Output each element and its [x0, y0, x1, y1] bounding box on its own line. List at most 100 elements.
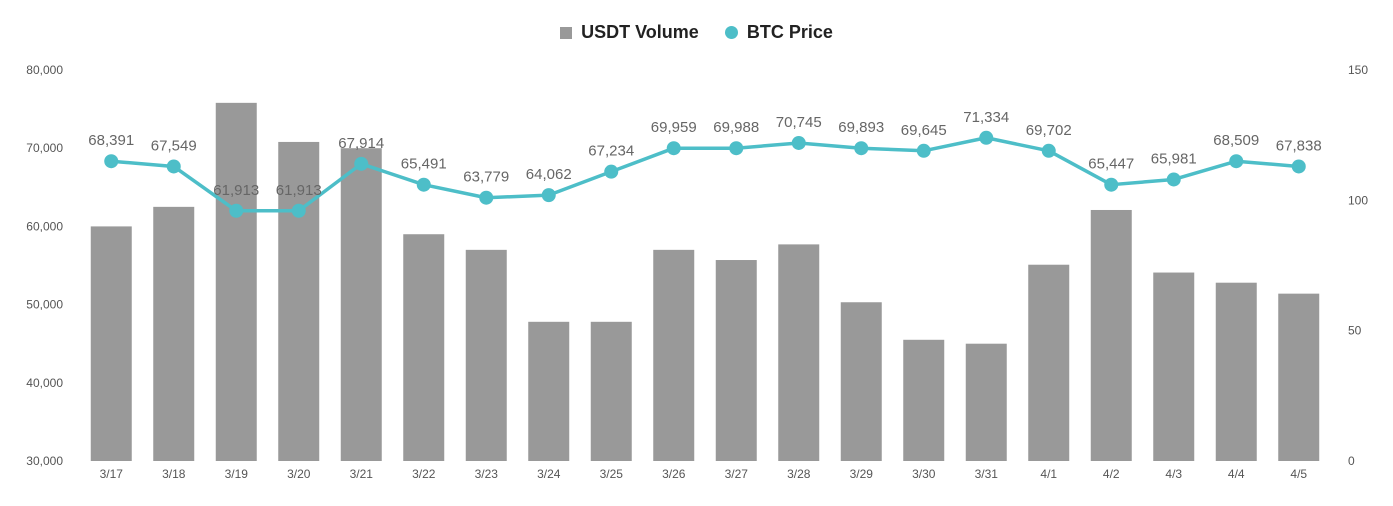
x-tick-label: 3/30: [912, 467, 936, 481]
btc-price-point-3-17: [104, 154, 119, 169]
bar-4-1: [1028, 264, 1070, 461]
btc-price-data-label: 67,234: [588, 143, 634, 160]
x-tick-label: 4/3: [1165, 467, 1182, 481]
btc-price-data-label: 67,914: [338, 135, 384, 152]
bar-3-22: [403, 234, 445, 461]
y-left-tick-label: 50,000: [26, 298, 63, 312]
x-tick-label: 3/28: [787, 467, 811, 481]
btc-price-point-3-27: [729, 141, 744, 156]
btc-price-data-label: 70,745: [776, 114, 822, 131]
y-right-tick-label: 0: [1348, 454, 1355, 468]
btc-price-point-3-24: [541, 188, 556, 203]
y-left-tick-label: 30,000: [26, 454, 63, 468]
btc-price-data-label: 63,779: [463, 169, 509, 186]
x-tick-label: 3/22: [412, 467, 436, 481]
x-tick-label: 3/31: [975, 467, 999, 481]
btc-price-data-label: 65,447: [1088, 156, 1134, 173]
btc-price-data-label: 71,334: [963, 109, 1009, 126]
y-right-tick-label: 100: [1348, 193, 1368, 207]
btc-price-point-4-3: [1166, 172, 1181, 187]
btc-price-data-label: 61,913: [276, 182, 322, 199]
bar-swatch-icon: [560, 26, 573, 39]
x-tick-label: 3/18: [162, 467, 186, 481]
btc-price-point-3-18: [166, 159, 181, 174]
btc-price-point-4-4: [1229, 154, 1244, 169]
dot-swatch-icon: [724, 26, 738, 39]
y-left-tick-label: 80,000: [26, 63, 63, 77]
btc-price-point-3-20: [291, 203, 306, 218]
bar-3-17: [90, 226, 132, 461]
bar-4-4: [1215, 282, 1257, 461]
x-tick-label: 4/5: [1290, 467, 1307, 481]
legend: USDT Volume BTC Price: [0, 22, 1393, 43]
bar-3-28: [778, 244, 820, 461]
bar-4-2: [1090, 209, 1132, 461]
btc-price-data-label: 69,702: [1026, 122, 1072, 139]
btc-price-point-4-1: [1041, 143, 1056, 158]
btc-price-point-4-5: [1291, 159, 1306, 174]
x-tick-label: 3/23: [475, 467, 499, 481]
btc-price-data-label: 67,549: [151, 137, 197, 154]
x-tick-label: 3/29: [850, 467, 874, 481]
bar-3-23: [465, 249, 507, 461]
x-tick-label: 3/25: [600, 467, 624, 481]
y-left-tick-label: 40,000: [26, 376, 63, 390]
legend-item-usdt-volume[interactable]: USDT Volume: [560, 22, 699, 43]
btc-price-point-3-23: [479, 190, 494, 205]
btc-price-point-3-25: [604, 164, 619, 179]
bar-3-29: [840, 302, 882, 461]
x-tick-label: 3/27: [725, 467, 749, 481]
btc-price-data-label: 61,913: [213, 182, 259, 199]
btc-price-point-3-30: [916, 143, 931, 158]
btc-price-data-label: 69,893: [838, 119, 884, 136]
bar-3-30: [903, 339, 945, 461]
bar-3-31: [965, 343, 1007, 461]
btc-price-data-label: 69,959: [651, 119, 697, 136]
btc-price-point-3-26: [666, 141, 681, 156]
btc-price-data-label: 64,062: [526, 166, 572, 183]
bar-3-26: [653, 249, 695, 461]
x-tick-label: 4/4: [1228, 467, 1245, 481]
btc-price-point-3-31: [979, 130, 994, 145]
btc-price-line: [111, 136, 1299, 213]
legend-label-btc-price: BTC Price: [746, 22, 833, 42]
x-tick-label: 4/2: [1103, 467, 1120, 481]
x-tick-label: 3/24: [537, 467, 561, 481]
btc-price-data-label: 65,491: [401, 156, 447, 173]
legend-label-usdt-volume: USDT Volume: [581, 22, 699, 42]
btc-price-data-label: 69,645: [901, 122, 947, 139]
y-left-tick-label: 60,000: [26, 219, 63, 233]
y-right-tick-label: 150: [1348, 63, 1368, 77]
x-tick-label: 3/17: [100, 467, 124, 481]
btc-price-data-label: 69,988: [713, 119, 759, 136]
x-tick-label: 4/1: [1040, 467, 1057, 481]
btc-price-data-label: 68,391: [88, 132, 134, 149]
x-tick-label: 3/26: [662, 467, 686, 481]
bar-3-24: [528, 321, 570, 461]
y-right-tick-label: 50: [1348, 324, 1362, 338]
btc-price-data-label: 65,981: [1151, 150, 1197, 167]
legend-item-btc-price[interactable]: BTC Price: [724, 22, 833, 43]
y-left-tick-label: 70,000: [26, 141, 63, 155]
bar-3-21: [340, 148, 382, 461]
bar-3-20: [278, 141, 320, 461]
x-tick-label: 3/19: [225, 467, 249, 481]
btc-price-point-3-21: [354, 156, 369, 171]
x-tick-label: 3/20: [287, 467, 311, 481]
btc-price-data-label: 68,509: [1213, 132, 1259, 149]
btc-price-point-4-2: [1104, 177, 1119, 192]
bar-4-3: [1153, 272, 1195, 461]
bar-3-19: [215, 102, 257, 462]
bar-3-27: [715, 260, 757, 461]
bar-3-25: [590, 321, 632, 461]
x-tick-label: 3/21: [350, 467, 374, 481]
btc-price-point-3-29: [854, 141, 869, 156]
btc-price-point-3-28: [791, 135, 806, 150]
btc-price-point-3-19: [229, 203, 244, 218]
btc-price-data-label: 67,838: [1276, 137, 1322, 154]
btc-price-point-3-22: [416, 177, 431, 192]
bar-3-18: [153, 206, 195, 461]
bar-4-5: [1278, 293, 1320, 461]
